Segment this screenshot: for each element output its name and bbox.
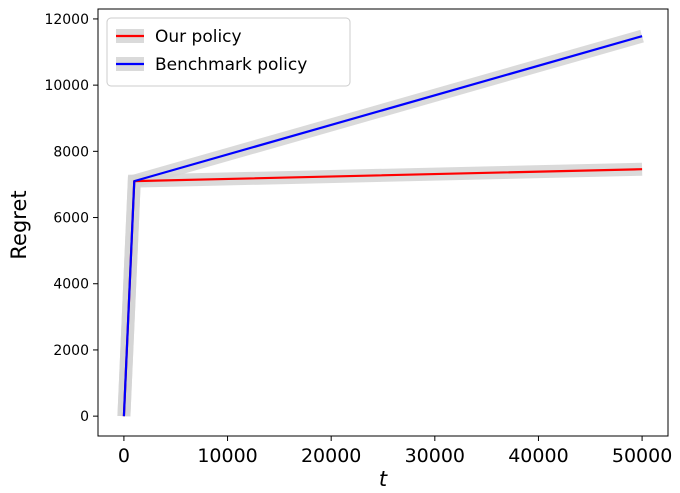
band-our-policy <box>117 162 643 417</box>
y-tick-label: 12000 <box>44 12 89 28</box>
y-tick-label: 8000 <box>53 144 89 160</box>
x-tick-label: 0 <box>118 445 130 467</box>
y-tick-label: 0 <box>80 409 89 425</box>
legend: Our policy Benchmark policy <box>106 17 351 87</box>
y-tick-label: 6000 <box>53 211 89 227</box>
legend-box <box>106 17 351 87</box>
x-axis-ticks: 0 10000 20000 30000 40000 50000 <box>118 436 672 467</box>
x-tick-label: 20000 <box>301 445 361 467</box>
band-benchmark-policy <box>117 29 644 417</box>
confidence-bands <box>117 29 644 417</box>
y-tick-label: 2000 <box>53 343 89 359</box>
series-line-our-policy <box>122 168 643 417</box>
y-axis-title: Regret <box>7 190 31 259</box>
y-tick-label: 4000 <box>53 277 89 293</box>
x-tick-label: 40000 <box>508 445 568 467</box>
x-tick-label: 50000 <box>612 445 672 467</box>
legend-label: Benchmark policy <box>155 55 307 75</box>
series-line-benchmark-policy <box>122 35 643 417</box>
x-tick-label: 30000 <box>405 445 465 467</box>
y-tick-label: 10000 <box>44 78 89 94</box>
x-axis-title: t <box>379 467 388 491</box>
y-axis-ticks: 0 2000 4000 6000 8000 10000 12000 <box>44 12 98 425</box>
plot-frame <box>97 8 669 437</box>
series-lines <box>122 35 643 417</box>
x-tick-label: 10000 <box>197 445 257 467</box>
legend-label: Our policy <box>155 27 242 47</box>
